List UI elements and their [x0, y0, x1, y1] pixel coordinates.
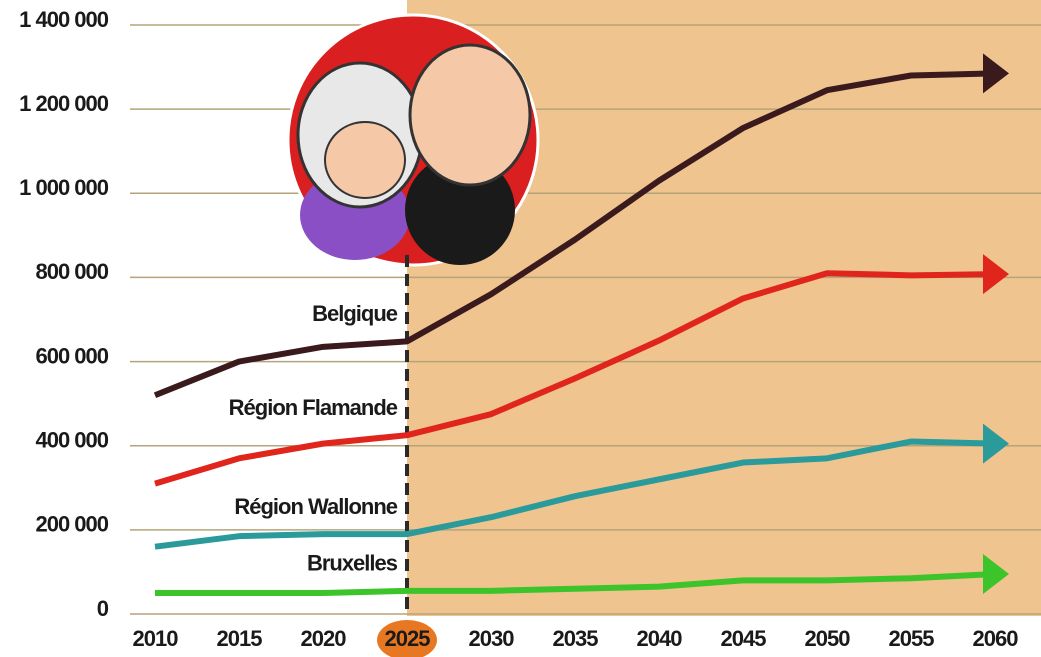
y-tick-label: 800 000 — [35, 259, 108, 284]
x-tick-label: 2040 — [637, 626, 683, 651]
y-tick-label: 1 000 000 — [19, 175, 109, 200]
y-tick-label: 200 000 — [35, 512, 108, 537]
x-tick-label: 2010 — [133, 626, 179, 651]
series-label: Région Flamande — [229, 395, 398, 420]
y-tick-label: 0 — [97, 596, 109, 621]
x-tick-label: 2045 — [721, 626, 767, 651]
x-tick-label: 2055 — [889, 626, 935, 651]
x-tick-label: 2025 — [385, 626, 431, 651]
series-label: Région Wallonne — [234, 494, 397, 519]
chart: 0 200 000 400 000 600 000 800 000 1 000 000 1 … — [0, 0, 1041, 657]
x-tick-label: 2015 — [217, 626, 263, 651]
illustration — [288, 15, 538, 265]
x-tick-label: 2050 — [805, 626, 851, 651]
x-tick-label: 2030 — [469, 626, 515, 651]
y-tick-label: 1 400 000 — [19, 7, 109, 32]
x-tick-label: 2020 — [301, 626, 347, 651]
y-tick-label: 400 000 — [35, 428, 108, 453]
series-label: Bruxelles — [307, 551, 398, 576]
x-tick-label: 2035 — [553, 626, 599, 651]
y-tick-label: 600 000 — [35, 343, 108, 368]
series-label: Belgique — [312, 301, 398, 326]
y-tick-label: 1 200 000 — [19, 91, 109, 116]
x-tick-label: 2060 — [973, 626, 1019, 651]
